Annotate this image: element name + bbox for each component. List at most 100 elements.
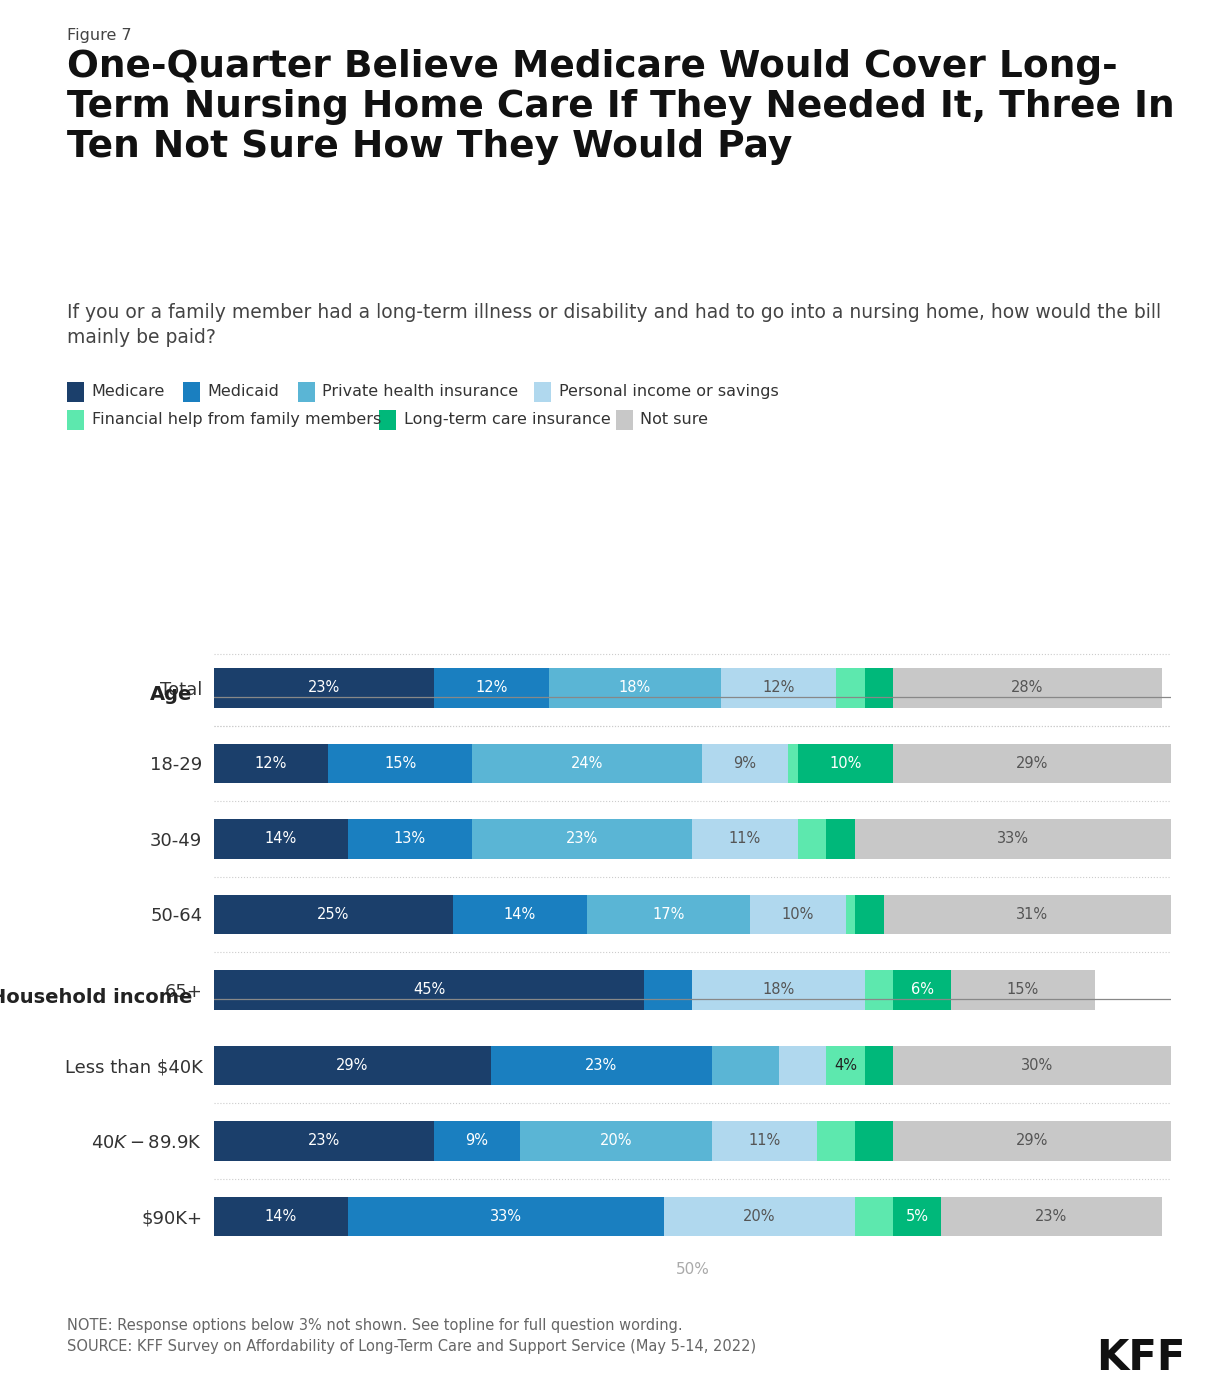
Bar (693, 970, 865, 1009)
Text: If you or a family member had a long-term illness or disability and had to go in: If you or a family member had a long-ter… (67, 303, 1161, 348)
Bar (711, 1045, 778, 1086)
Text: Private health insurance: Private health insurance (322, 385, 518, 399)
Text: 14%: 14% (265, 831, 296, 847)
Bar (721, 669, 836, 708)
Bar (434, 669, 549, 708)
Bar (214, 1045, 492, 1086)
Text: 4%: 4% (834, 1058, 858, 1073)
Text: 14%: 14% (265, 1209, 296, 1225)
Bar (893, 970, 950, 1009)
Text: 9%: 9% (465, 1133, 488, 1148)
Bar (702, 744, 788, 783)
Bar (798, 819, 826, 859)
Bar (214, 895, 453, 934)
Bar (798, 744, 893, 783)
Text: 12%: 12% (475, 680, 508, 695)
Bar (472, 819, 693, 859)
Text: 30%: 30% (1021, 1058, 1053, 1073)
Bar (472, 744, 701, 783)
Text: 18%: 18% (619, 680, 651, 695)
Bar (587, 895, 750, 934)
Bar (453, 895, 587, 934)
Text: Personal income or savings: Personal income or savings (559, 385, 778, 399)
Bar (328, 744, 472, 783)
Text: 6%: 6% (910, 983, 933, 998)
Bar (214, 819, 348, 859)
Bar (492, 1045, 711, 1086)
Bar (855, 819, 1171, 859)
Bar (865, 970, 893, 1009)
Text: 29%: 29% (1016, 1133, 1048, 1148)
Text: 25%: 25% (317, 906, 349, 922)
Text: 24%: 24% (571, 756, 603, 771)
Bar (214, 744, 328, 783)
Text: 5%: 5% (906, 1209, 928, 1225)
Text: 17%: 17% (653, 906, 684, 922)
Bar (845, 895, 855, 934)
Text: 18%: 18% (762, 983, 794, 998)
Bar (855, 895, 883, 934)
Text: Long-term care insurance: Long-term care insurance (404, 413, 610, 427)
Bar (817, 1122, 855, 1161)
Text: 20%: 20% (743, 1209, 776, 1225)
Bar (893, 744, 1171, 783)
Bar (750, 895, 845, 934)
Bar (826, 819, 855, 859)
Bar (788, 744, 798, 783)
Bar (893, 1122, 1171, 1161)
Text: 12%: 12% (255, 756, 287, 771)
Bar (644, 970, 692, 1009)
Bar (214, 669, 434, 708)
Text: Not sure: Not sure (640, 413, 708, 427)
Text: Figure 7: Figure 7 (67, 28, 132, 43)
Bar (693, 819, 798, 859)
Text: 23%: 23% (307, 680, 339, 695)
Text: 28%: 28% (1011, 680, 1044, 695)
Bar (855, 1197, 893, 1236)
Text: 29%: 29% (337, 1058, 368, 1073)
Bar (950, 970, 1094, 1009)
Text: 23%: 23% (566, 831, 598, 847)
Text: 10%: 10% (782, 906, 814, 922)
Bar (942, 1197, 1161, 1236)
Bar (214, 970, 644, 1009)
Text: 33%: 33% (997, 831, 1030, 847)
Bar (549, 669, 721, 708)
Text: KFF: KFF (1096, 1337, 1186, 1379)
Text: 45%: 45% (412, 983, 445, 998)
Bar (883, 895, 1181, 934)
Text: 23%: 23% (1036, 1209, 1068, 1225)
Bar (865, 1045, 893, 1086)
Text: 23%: 23% (586, 1058, 617, 1073)
Text: 11%: 11% (728, 831, 761, 847)
Bar (434, 1122, 520, 1161)
Text: 12%: 12% (762, 680, 794, 695)
Bar (865, 669, 893, 708)
Bar (520, 1122, 711, 1161)
Bar (348, 819, 472, 859)
Bar (893, 1197, 942, 1236)
Text: 20%: 20% (599, 1133, 632, 1148)
Text: 15%: 15% (384, 756, 416, 771)
Text: 14%: 14% (504, 906, 536, 922)
Text: 9%: 9% (733, 756, 756, 771)
Bar (711, 1122, 817, 1161)
Text: 10%: 10% (830, 756, 861, 771)
Bar (664, 1197, 855, 1236)
Bar (855, 1122, 893, 1161)
Text: Household income: Household income (0, 987, 193, 1006)
Bar (214, 1197, 348, 1236)
Text: Financial help from family members: Financial help from family members (92, 413, 381, 427)
Text: 29%: 29% (1016, 756, 1048, 771)
Bar (778, 1045, 826, 1086)
Bar (893, 669, 1161, 708)
Bar (826, 1045, 865, 1086)
Text: Age: Age (150, 685, 193, 705)
Text: NOTE: Response options below 3% not shown. See topline for full question wording: NOTE: Response options below 3% not show… (67, 1318, 756, 1354)
Bar (893, 1045, 1181, 1086)
Bar (348, 1197, 664, 1236)
Text: One-Quarter Believe Medicare Would Cover Long-
Term Nursing Home Care If They Ne: One-Quarter Believe Medicare Would Cover… (67, 49, 1175, 165)
Text: 11%: 11% (748, 1133, 781, 1148)
Text: Medicare: Medicare (92, 385, 165, 399)
Text: 13%: 13% (394, 831, 426, 847)
